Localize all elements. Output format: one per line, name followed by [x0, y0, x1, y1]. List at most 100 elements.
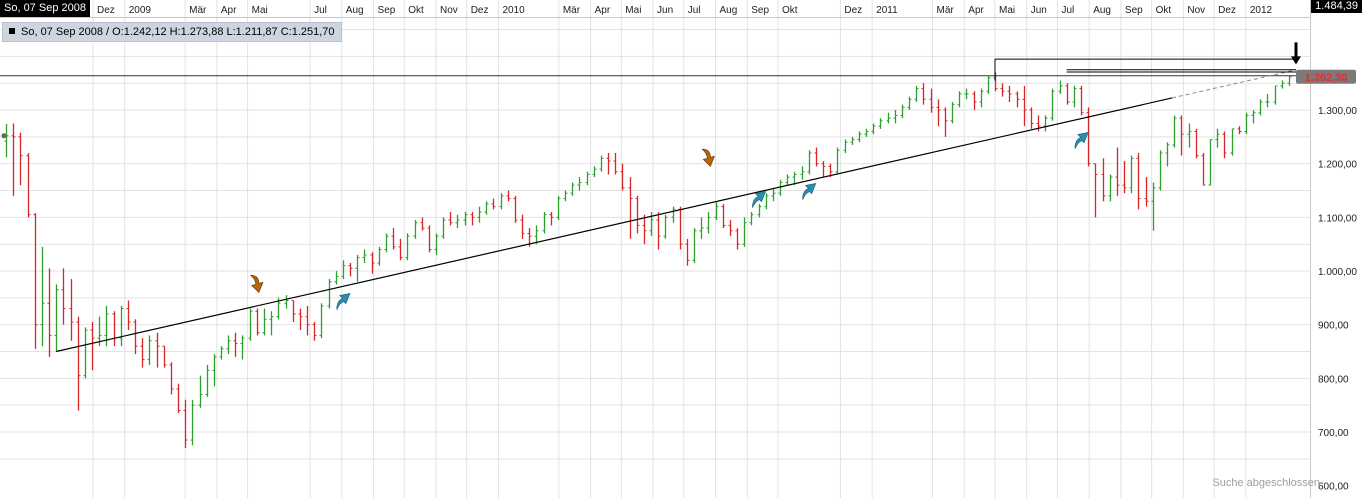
- y-tick-label: 1.000,00: [1318, 267, 1357, 278]
- ohlc-bar: [749, 211, 754, 226]
- ohlc-bar: [792, 171, 797, 186]
- ohlc-bar: [635, 195, 640, 234]
- ohlc-bar: [427, 225, 432, 253]
- y-tick-label: 1.300,00: [1318, 106, 1357, 117]
- x-tick-label: Okt: [782, 5, 798, 16]
- y-tick-label: 600,00: [1318, 482, 1349, 493]
- arrow-up-icon: [1074, 132, 1089, 149]
- ohlc-bar: [405, 233, 410, 261]
- ohlc-bar: [262, 308, 267, 336]
- ohlc-bar: [47, 268, 52, 357]
- ohlc-bar: [448, 211, 453, 226]
- x-tick-label: Sep: [751, 5, 769, 16]
- ohlc-bar: [742, 217, 747, 247]
- ohlc-bar: [850, 136, 855, 145]
- x-tick-label: Okt: [408, 5, 424, 16]
- ohlc-bar: [549, 211, 554, 226]
- ohlc-bar: [692, 228, 697, 263]
- ohlc-bar: [470, 211, 475, 226]
- ohlc-bar: [642, 214, 647, 245]
- ohlc-bar: [305, 305, 310, 336]
- ohlc-bar: [348, 262, 353, 277]
- ohlc-bar: [1058, 80, 1063, 94]
- ohlc-bar: [979, 88, 984, 108]
- ohlc-bar: [499, 193, 504, 210]
- ohlc-bar: [455, 214, 460, 229]
- y-tick-label: 1.100,00: [1318, 213, 1357, 224]
- ohlc-bar: [599, 155, 604, 172]
- ohlc-bar: [907, 96, 912, 111]
- ohlc-bar: [506, 190, 511, 202]
- ohlc-bar: [1222, 131, 1227, 159]
- ohlc-text: So, 07 Sep 2008 / O:1.242,12 H:1.273,88 …: [21, 26, 335, 38]
- ohlc-bar: [126, 300, 131, 331]
- ohlc-bar: [1237, 126, 1242, 135]
- ohlc-bar: [1244, 112, 1249, 135]
- ohlc-bar: [706, 211, 711, 234]
- ohlc-bar: [1165, 142, 1170, 167]
- x-tick-label: 2010: [502, 5, 525, 16]
- ohlc-bar: [613, 152, 618, 175]
- ohlc-bar: [921, 83, 926, 105]
- ohlc-bar: [563, 190, 568, 202]
- ohlc-bar: [556, 195, 561, 221]
- price-marker-box: [1296, 69, 1356, 84]
- ohlc-bar: [226, 335, 231, 355]
- ohlc-bar: [606, 152, 611, 175]
- ohlc-bar: [663, 214, 668, 239]
- ohlc-bar: [54, 284, 59, 352]
- ohlc-bar: [721, 203, 726, 229]
- ohlc-bar: [83, 327, 88, 379]
- ohlc-bar: [1015, 91, 1020, 108]
- ohlc-bar: [1129, 155, 1134, 194]
- ohlc-bar: [671, 206, 676, 223]
- x-tick-label: Jul: [688, 5, 701, 16]
- ohlc-bar: [183, 399, 188, 449]
- ohlc-bar: [513, 195, 518, 223]
- ohlc-bar: [886, 112, 891, 124]
- ohlc-bar: [943, 107, 948, 137]
- trend-line-dashed: [1171, 69, 1297, 99]
- ohlc-bar: [1050, 88, 1055, 121]
- ohlc-bar: [319, 303, 324, 339]
- x-tick-label: Mär: [189, 5, 207, 16]
- ohlc-bar: [735, 228, 740, 250]
- ohlc-bar: [1280, 80, 1285, 89]
- ohlc-bar: [355, 254, 360, 282]
- ohlc-bar: [377, 246, 382, 266]
- arrow-down-icon: [249, 275, 264, 294]
- y-tick-label: 1.200,00: [1318, 160, 1357, 171]
- ohlc-bar: [871, 123, 876, 135]
- ohlc-bar: [69, 279, 74, 341]
- ohlc-bar: [140, 338, 145, 368]
- ohlc-bar: [728, 220, 733, 237]
- ohlc-bar: [1287, 75, 1292, 86]
- arrow-down-icon: [701, 148, 715, 168]
- x-tick-label: Dez: [844, 5, 862, 16]
- x-tick-label: Apr: [595, 5, 611, 16]
- x-tick-label: 2012: [1250, 5, 1273, 16]
- ohlc-bar: [929, 88, 934, 113]
- ohlc-bar: [219, 346, 224, 360]
- x-tick-label: Aug: [346, 5, 364, 16]
- price-marker-label: 1.362,30: [1305, 72, 1348, 84]
- x-tick-label: Nov: [1187, 5, 1205, 16]
- x-tick-label: Dez: [1218, 5, 1236, 16]
- y-tick-label: 900,00: [1318, 321, 1349, 332]
- ohlc-bar: [821, 161, 826, 178]
- x-tick-label: Mär: [937, 5, 955, 16]
- ohlc-bar: [341, 260, 346, 280]
- ohlc-bar: [76, 316, 81, 411]
- arrow-down-black-icon: [1291, 42, 1301, 65]
- x-tick-label: Jun: [1031, 5, 1047, 16]
- ohlc-bar: [334, 271, 339, 285]
- ohlc-bar: [520, 214, 525, 239]
- price-label: 1.484,39: [1311, 0, 1362, 13]
- x-tick-label: Jul: [314, 5, 327, 16]
- ohlc-bar: [714, 201, 719, 221]
- ohlc-bar: [477, 206, 482, 223]
- status-text: Suche abgeschlossen: [1212, 477, 1320, 489]
- x-tick-label: Sep: [378, 5, 396, 16]
- ohlc-bar: [248, 308, 253, 341]
